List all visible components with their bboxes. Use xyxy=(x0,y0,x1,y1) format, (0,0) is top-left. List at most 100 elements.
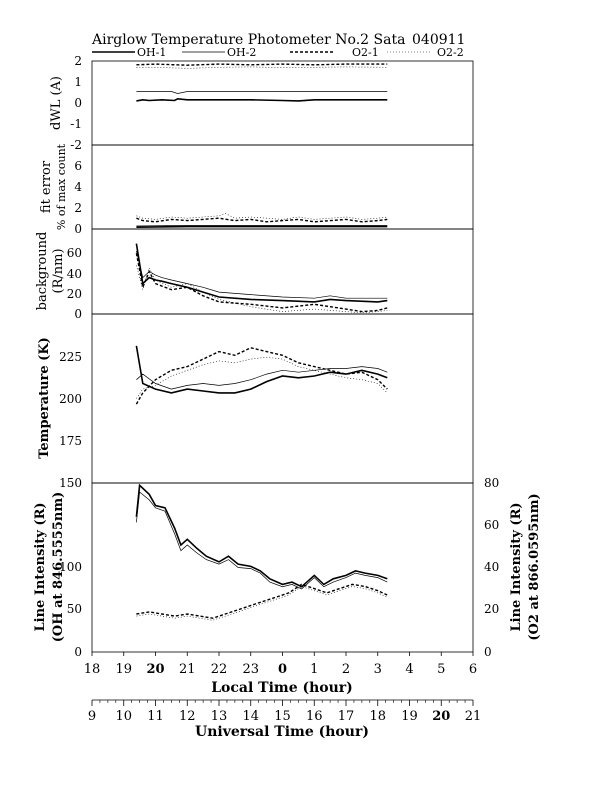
universal-time-tick-label: 13 xyxy=(211,709,228,724)
universal-time-tick-label: 21 xyxy=(465,709,482,724)
int-ylabel: Line Intensity (R) xyxy=(33,502,48,631)
dwl-tick-m1: -1 xyxy=(70,117,82,131)
bg-tick-20: 20 xyxy=(67,287,82,301)
local-time-tick-label: 1 xyxy=(310,662,318,677)
temperature-panel-frame xyxy=(91,313,474,484)
dwl-tick-2: 2 xyxy=(74,54,82,68)
series-line-p4-o21 xyxy=(136,583,388,619)
temp-tick-225: 225 xyxy=(59,350,82,364)
series-line-p3-oh2 xyxy=(136,366,388,390)
local-time-tick-label: 3 xyxy=(374,662,382,677)
bg-tick-0: 0 xyxy=(74,307,82,321)
legend-label-o22: O2-2 xyxy=(437,46,464,59)
local-time-tick-label: 5 xyxy=(437,662,445,677)
local-time-tick-label: 20 xyxy=(146,662,164,677)
intensity-panel-frame xyxy=(91,482,474,653)
series-line-p1-oh2 xyxy=(136,225,388,227)
bg-ylabel: background xyxy=(35,232,50,311)
dwl-panel-frame xyxy=(91,60,474,146)
series-line-p0-oh1 xyxy=(136,97,388,102)
plot-frames xyxy=(91,60,474,653)
universal-time-tick-label: 18 xyxy=(369,709,386,724)
dwl-ylabel: dWL (A) xyxy=(49,76,64,130)
local-time-label: Local Time (hour) xyxy=(211,680,353,696)
universal-time-tick-label: 16 xyxy=(306,709,323,724)
series-line-p1-o21 xyxy=(136,217,388,223)
legend-label-o21: O2-1 xyxy=(352,46,379,59)
int-right-tick-60: 60 xyxy=(484,518,499,532)
series-line-p0-o22 xyxy=(136,66,388,69)
series-lines xyxy=(135,63,388,621)
int-right-tick-80: 80 xyxy=(484,476,499,490)
int-right-tick-40: 40 xyxy=(484,560,499,574)
temp-tick-200: 200 xyxy=(59,392,82,406)
series-line-p2-o21 xyxy=(135,253,388,313)
chart-title: Airglow Temperature Photometer No.2 Sata xyxy=(91,32,405,48)
local-time-axis: 18 19 20 21 22 23 0 1 2 3 4 5 6 Local Time (hour) xyxy=(84,652,477,696)
int-tick-50: 50 xyxy=(67,602,82,616)
universal-time-tick-label: 17 xyxy=(338,709,355,724)
local-time-tick-label: 4 xyxy=(405,662,413,677)
series-line-p3-o21 xyxy=(135,347,388,405)
local-time-tick-label: 0 xyxy=(278,662,287,677)
int-ylabel2: (OH at 846.5555nm) xyxy=(51,492,66,642)
universal-time-tick-label: 11 xyxy=(147,709,164,724)
series-line-p1-o22 xyxy=(136,213,388,220)
bg-ylabel2: (R/nm) xyxy=(51,248,66,293)
series-line-p4-oh2 xyxy=(136,491,388,590)
y-axis-labels: dWL (A) fit error % of max count backgro… xyxy=(33,76,542,642)
series-line-p0-o21 xyxy=(136,63,388,66)
local-time-tick-label: 19 xyxy=(115,662,132,677)
series-line-p4-oh1 xyxy=(135,483,388,588)
series-line-p3-o22 xyxy=(136,356,388,399)
fit-tick-0: 0 xyxy=(74,222,82,236)
dwl-tick-0: 0 xyxy=(74,96,82,110)
chart-date: 040911 xyxy=(412,32,465,48)
universal-time-tick-label: 10 xyxy=(115,709,132,724)
fit-error-panel-frame xyxy=(91,144,474,230)
fit-ylabel2: % of max count xyxy=(55,143,68,230)
local-time-tick-label: 2 xyxy=(342,662,350,677)
local-time-tick-label: 22 xyxy=(211,662,228,677)
local-time-tick-label: 23 xyxy=(242,662,259,677)
legend: OH-1 OH-2 O2-1 O2-2 xyxy=(92,46,464,59)
universal-time-ticks: 9 10 11 12 13 14 15 16 17 18 19 20 21 xyxy=(88,700,481,724)
temp-ylabel: Temperature (K) xyxy=(37,337,52,459)
int-tick-150: 150 xyxy=(59,476,82,490)
universal-time-tick-label: 9 xyxy=(88,709,96,724)
universal-time-tick-label: 12 xyxy=(179,709,196,724)
int-right-tick-20: 20 xyxy=(484,602,499,616)
series-line-p2-oh2 xyxy=(136,250,388,299)
fit-tick-4: 4 xyxy=(74,180,82,194)
series-line-p0-oh2 xyxy=(136,91,388,94)
legend-label-oh1: OH-1 xyxy=(137,46,166,59)
temp-tick-175: 175 xyxy=(59,434,82,448)
universal-time-axis: 9 10 11 12 13 14 15 16 17 18 19 20 21 Universal Time… xyxy=(88,699,481,740)
series-line-p1-oh1 xyxy=(136,225,388,228)
int-right-tick-0: 0 xyxy=(484,645,492,659)
universal-time-tick-label: 20 xyxy=(432,709,450,724)
local-time-tick-label: 6 xyxy=(469,662,477,677)
universal-time-tick-label: 15 xyxy=(274,709,291,724)
dwl-tick-1: 1 xyxy=(74,75,82,89)
series-line-p4-o22 xyxy=(136,586,388,621)
legend-label-oh2: OH-2 xyxy=(227,46,256,59)
int-right-ylabel2: (O2 at 866.0595nm) xyxy=(527,493,542,640)
dwl-tick-m2: -2 xyxy=(70,138,82,152)
y-ticks-right: 80 60 40 20 0 xyxy=(484,476,499,659)
local-time-tick-label: 21 xyxy=(179,662,196,677)
y-ticks-left: 2 1 0 -1 -2 6 4 2 0 60 40 20 0 225 200 1… xyxy=(59,54,82,659)
int-tick-100: 100 xyxy=(59,560,82,574)
int-tick-0: 0 xyxy=(74,645,82,659)
local-time-ticks: 18 19 20 21 22 23 0 1 2 3 4 5 6 xyxy=(84,652,477,677)
series-line-p2-oh1 xyxy=(135,243,388,303)
bg-tick-60: 60 xyxy=(67,246,82,260)
fit-tick-6: 6 xyxy=(74,159,82,173)
fit-tick-2: 2 xyxy=(74,201,82,215)
fit-ylabel: fit error xyxy=(39,160,54,213)
universal-time-tick-label: 14 xyxy=(242,709,259,724)
int-right-ylabel: Line Intensity (R) xyxy=(509,502,524,631)
universal-time-tick-label: 19 xyxy=(401,709,418,724)
universal-time-label: Universal Time (hour) xyxy=(195,724,369,740)
